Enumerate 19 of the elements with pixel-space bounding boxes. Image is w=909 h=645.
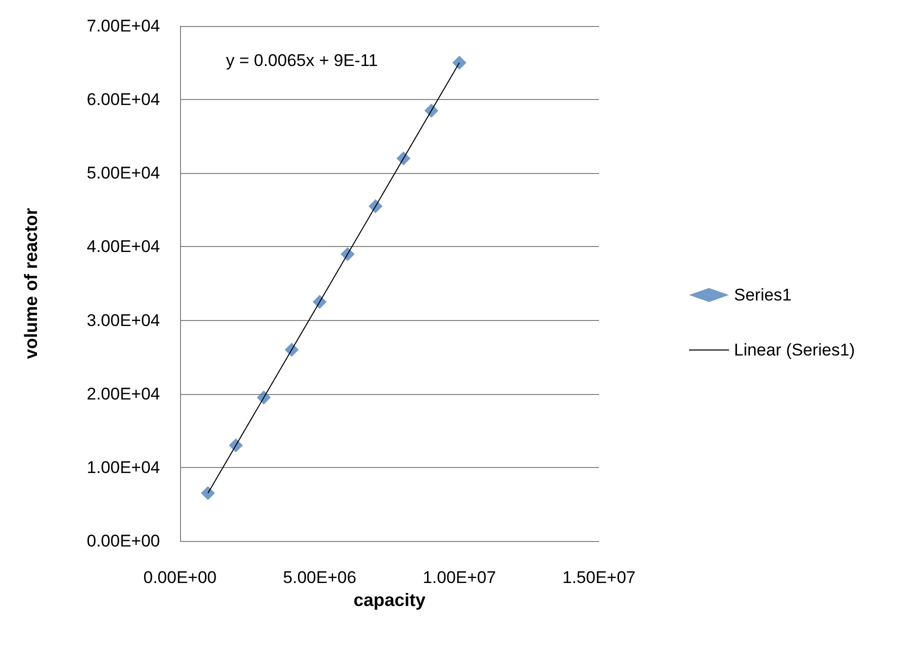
y-tick-label: 4.00E+04	[86, 237, 160, 256]
legend-label: Linear (Series1)	[734, 340, 855, 360]
x-tick-label: 0.00E+00	[143, 568, 217, 587]
y-tick-label: 5.00E+04	[86, 164, 160, 183]
x-tick-label: 1.00E+07	[422, 568, 496, 587]
y-tick-label: 1.00E+04	[86, 458, 160, 477]
y-tick-label: 0.00E+00	[86, 532, 160, 550]
point	[200, 486, 215, 500]
y-tick-label: 2.00E+04	[86, 384, 160, 404]
legend-label: Series1	[734, 286, 792, 304]
x-axis-title: capacity	[353, 590, 426, 610]
x-tick-label: 5.00E+06	[283, 568, 356, 587]
x-tick-label: 1.50E+07	[562, 568, 636, 587]
y-tick-label: 3.00E+04	[86, 310, 160, 330]
y-tick-label: 7.00E+04	[86, 16, 160, 36]
y-tick-label: 6.00E+04	[86, 90, 160, 110]
point	[452, 56, 466, 70]
annotation: y = 0.0065x + 9E-11	[226, 51, 378, 70]
y-axis-title: volume of reactor	[21, 208, 41, 360]
